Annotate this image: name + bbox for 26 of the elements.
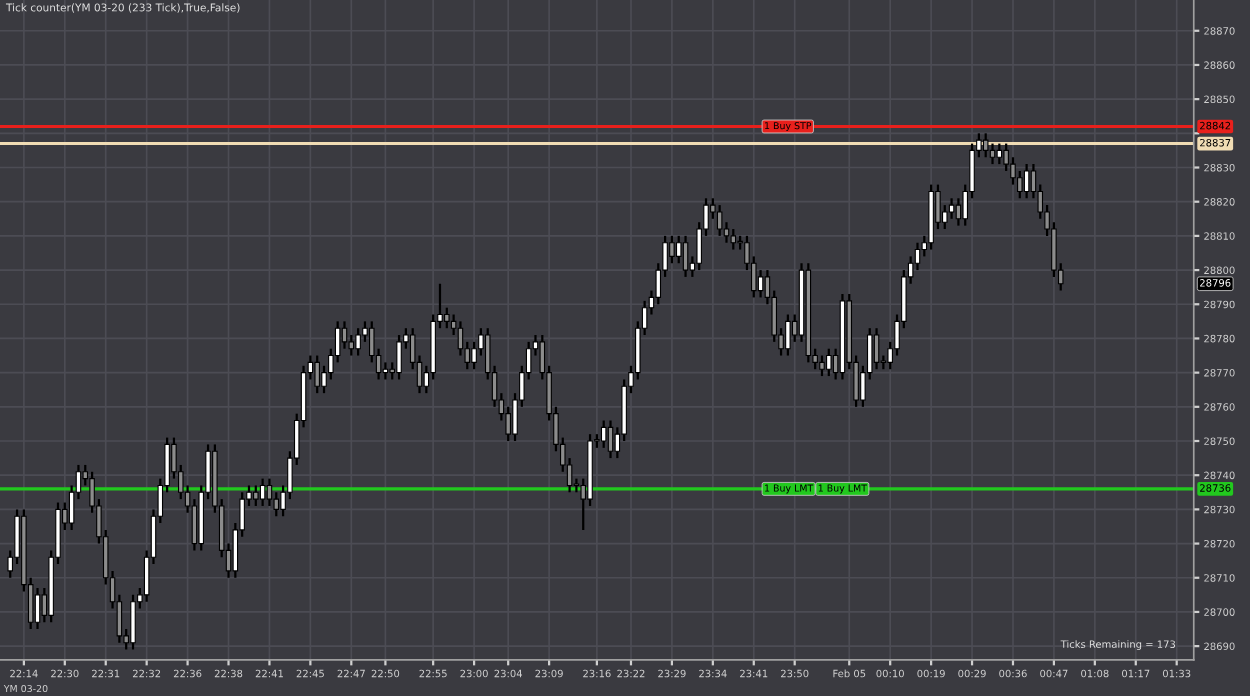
- candlestick: [730, 227, 737, 251]
- candlestick: [600, 419, 607, 449]
- candlestick: [130, 593, 136, 651]
- candlestick: [253, 484, 259, 508]
- candlestick: [996, 142, 1003, 166]
- candlestick: [785, 313, 791, 357]
- candlestick: [314, 354, 320, 395]
- candlestick: [341, 320, 348, 350]
- candlestick: [982, 132, 989, 159]
- candlestick: [1023, 162, 1030, 200]
- candlestick: [819, 354, 825, 378]
- candlestick: [259, 477, 266, 508]
- candlestick: [826, 347, 832, 378]
- candlestick: [675, 234, 682, 265]
- candlestick: [607, 419, 614, 460]
- candlestick: [757, 268, 764, 299]
- candlestick: [716, 204, 723, 237]
- candlestick: [444, 306, 450, 330]
- candlestick: [266, 477, 273, 508]
- candlestick: [396, 333, 402, 381]
- candlestick: [682, 234, 689, 279]
- candlestick: [669, 234, 675, 265]
- candlestick: [34, 586, 41, 631]
- candlestick: [355, 327, 361, 357]
- candlestick: [873, 327, 880, 371]
- candlestick: [955, 197, 962, 227]
